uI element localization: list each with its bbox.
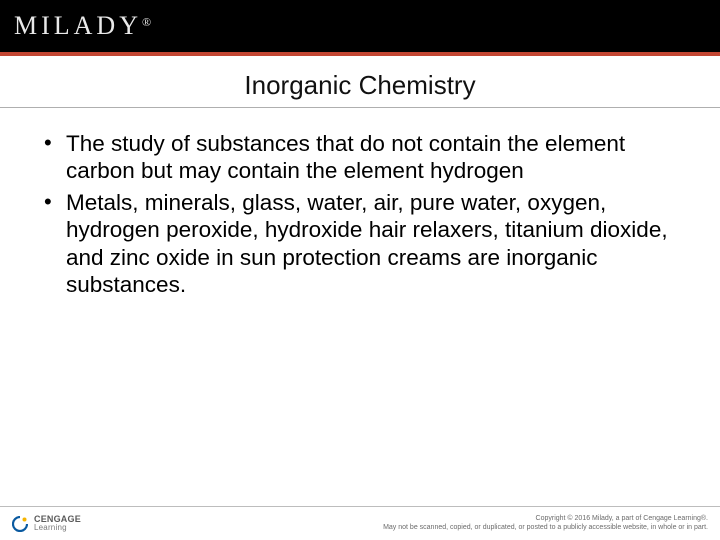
cengage-label-bottom: Learning — [34, 524, 81, 532]
copyright-line: May not be scanned, copied, or duplicate… — [383, 524, 708, 533]
cengage-text: CENGAGE Learning — [34, 515, 81, 532]
slide-title: Inorganic Chemistry — [0, 70, 720, 101]
brand-text: MILADY — [14, 11, 142, 40]
slide-root: MILADY® Inorganic Chemistry The study of… — [0, 0, 720, 540]
copyright-line: Copyright © 2016 Milady, a part of Cenga… — [383, 515, 708, 524]
brand-logo: MILADY® — [14, 11, 151, 41]
footer-bar: CENGAGE Learning Copyright © 2016 Milady… — [0, 506, 720, 540]
header-bar: MILADY® — [0, 0, 720, 52]
cengage-mark-icon — [12, 516, 28, 532]
bullet-item: Metals, minerals, glass, water, air, pur… — [44, 189, 680, 299]
brand-registered-mark: ® — [142, 15, 151, 29]
content-region: The study of substances that do not cont… — [0, 108, 720, 299]
title-region: Inorganic Chemistry — [0, 56, 720, 108]
copyright-block: Copyright © 2016 Milady, a part of Cenga… — [383, 515, 708, 533]
bullet-item: The study of substances that do not cont… — [44, 130, 680, 185]
bullet-list: The study of substances that do not cont… — [44, 130, 680, 299]
cengage-logo: CENGAGE Learning — [12, 515, 81, 532]
